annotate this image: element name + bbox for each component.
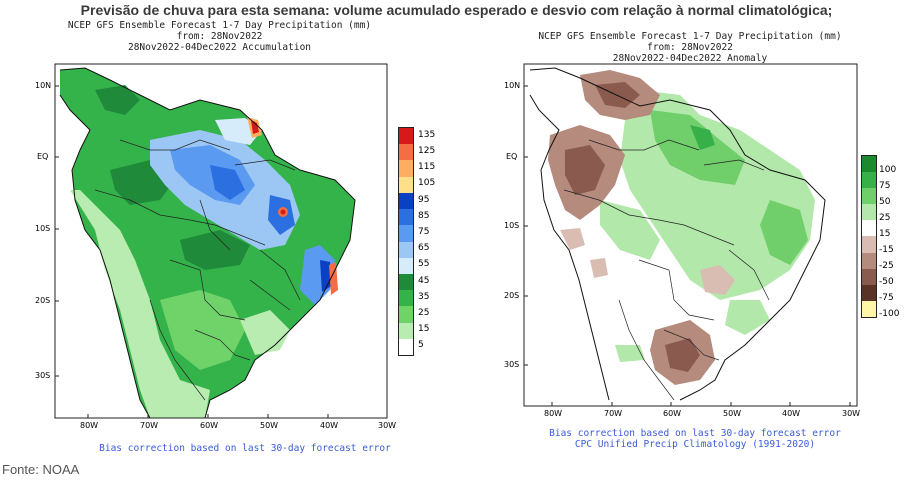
left-legend-swatch — [399, 306, 413, 323]
left-legend-swatch — [399, 290, 413, 307]
left-lon-70w: 70W — [140, 421, 159, 430]
left-legend-label: 125 — [418, 146, 436, 156]
left-lon-60w: 60W — [200, 421, 219, 430]
right-lon-80w: 80W — [544, 409, 563, 418]
left-legend-label: 75 — [418, 227, 430, 237]
right-legend-label: -25 — [879, 261, 894, 271]
left-lon-40w: 40W — [320, 421, 339, 430]
left-legend-swatch — [399, 128, 413, 145]
right-lon-30w: 30W — [842, 409, 861, 418]
right-legend-label: 100 — [879, 165, 897, 175]
left-legend-colorbar — [398, 127, 414, 356]
left-legend-swatch — [399, 176, 413, 193]
right-legend-swatch — [862, 268, 876, 285]
left-lat-20s: 20S — [35, 296, 51, 305]
left-lon-50w: 50W — [260, 421, 279, 430]
left-lat-30s: 30S — [35, 371, 51, 380]
right-legend-label: 15 — [879, 229, 891, 239]
left-map-frame — [54, 63, 388, 419]
right-legend-label: 50 — [879, 197, 891, 207]
right-legend-swatch — [862, 284, 876, 301]
right-legend-label: -50 — [879, 277, 894, 287]
right-map-title-line3: 28Nov2022-04Dec2022 Anomaly — [612, 53, 768, 64]
right-lat-10n: 10N — [504, 81, 521, 90]
right-legend-label: -15 — [879, 245, 894, 255]
left-legend-swatch — [399, 273, 413, 291]
left-legend-label: 95 — [418, 195, 430, 205]
right-lat-20s: 20S — [504, 291, 520, 300]
left-legend-label: 5 — [418, 340, 424, 350]
left-legend-swatch — [399, 144, 413, 161]
right-lon-50w: 50W — [723, 409, 742, 418]
right-legend: 100 75 50 25 15 -15 -25 -50 -75 -100 — [861, 155, 909, 325]
right-legend-swatch — [862, 300, 876, 317]
left-legend-swatch — [399, 192, 413, 210]
left-legend-label: 35 — [418, 292, 430, 302]
right-map-title-line2: from: 28Nov2022 — [647, 42, 733, 53]
right-map-frame — [523, 63, 858, 407]
left-legend-label: 65 — [418, 243, 430, 253]
headline: Previsão de chuva para esta semana: volu… — [80, 2, 833, 18]
left-legend-swatch — [399, 241, 413, 258]
left-continent-rain — [60, 68, 355, 418]
left-legend-label: 25 — [418, 308, 430, 318]
left-map-footer: Bias correction based on last 30-day for… — [99, 443, 391, 454]
left-legend-swatch — [399, 257, 413, 274]
right-lon-70w: 70W — [604, 409, 623, 418]
right-legend-label: -100 — [879, 309, 900, 319]
right-lon-60w: 60W — [663, 409, 682, 418]
right-lat-30s: 30S — [504, 360, 520, 369]
left-lon-30w: 30W — [378, 421, 397, 430]
left-legend-swatch — [399, 225, 413, 242]
right-legend-label: 75 — [879, 181, 891, 191]
right-legend-swatch — [862, 236, 876, 253]
left-lat-10s: 10S — [35, 224, 51, 233]
right-legend-colorbar — [861, 155, 877, 318]
right-legend-label: -75 — [879, 293, 894, 303]
right-map-title-line1: NCEP GFS Ensemble Forecast 1-7 Day Preci… — [538, 31, 842, 42]
left-legend: 135 125 115 105 95 85 75 65 55 45 35 25 … — [398, 127, 438, 357]
left-legend-swatch — [399, 338, 413, 356]
right-legend-swatch — [862, 156, 876, 173]
right-legend-swatch — [862, 204, 876, 221]
right-legend-label: 25 — [879, 213, 891, 223]
right-dry-anomaly — [580, 70, 660, 120]
left-map-title-line3: 28Nov2022-04Dec2022 Accumulation — [127, 42, 312, 53]
left-lon-80w: 80W — [80, 421, 99, 430]
left-legend-swatch — [399, 160, 413, 177]
right-lat-eq: EQ — [506, 152, 518, 161]
right-wet-anomaly — [620, 90, 815, 300]
left-legend-swatch — [399, 322, 413, 339]
left-lat-10n: 10N — [35, 81, 52, 90]
right-legend-swatch — [862, 220, 876, 237]
right-map-footer-line2: CPC Unified Precip Climatology (1991-202… — [574, 439, 816, 450]
right-map-footer-line1: Bias correction based on last 30-day for… — [549, 428, 841, 439]
source-credit: Fonte: NOAA — [2, 462, 80, 477]
left-legend-label: 135 — [418, 130, 436, 140]
left-legend-label: 45 — [418, 276, 430, 286]
left-heavy-rain-area — [150, 130, 300, 250]
left-map-title-line1: NCEP GFS Ensemble Forecast 1-7 Day Preci… — [67, 20, 372, 31]
right-lat-10s: 10S — [504, 221, 520, 230]
left-legend-label: 15 — [418, 324, 430, 334]
right-legend-swatch — [862, 252, 876, 269]
left-legend-swatch — [399, 209, 413, 226]
left-legend-label: 85 — [418, 211, 430, 221]
right-lon-40w: 40W — [782, 409, 801, 418]
left-legend-label: 105 — [418, 178, 436, 188]
right-legend-swatch — [862, 172, 876, 189]
left-map-title-line2: from: 28Nov2022 — [176, 31, 263, 42]
left-legend-label: 55 — [418, 259, 430, 269]
left-legend-label: 115 — [418, 162, 436, 172]
left-lat-eq: EQ — [37, 152, 49, 161]
right-legend-swatch — [862, 188, 876, 205]
